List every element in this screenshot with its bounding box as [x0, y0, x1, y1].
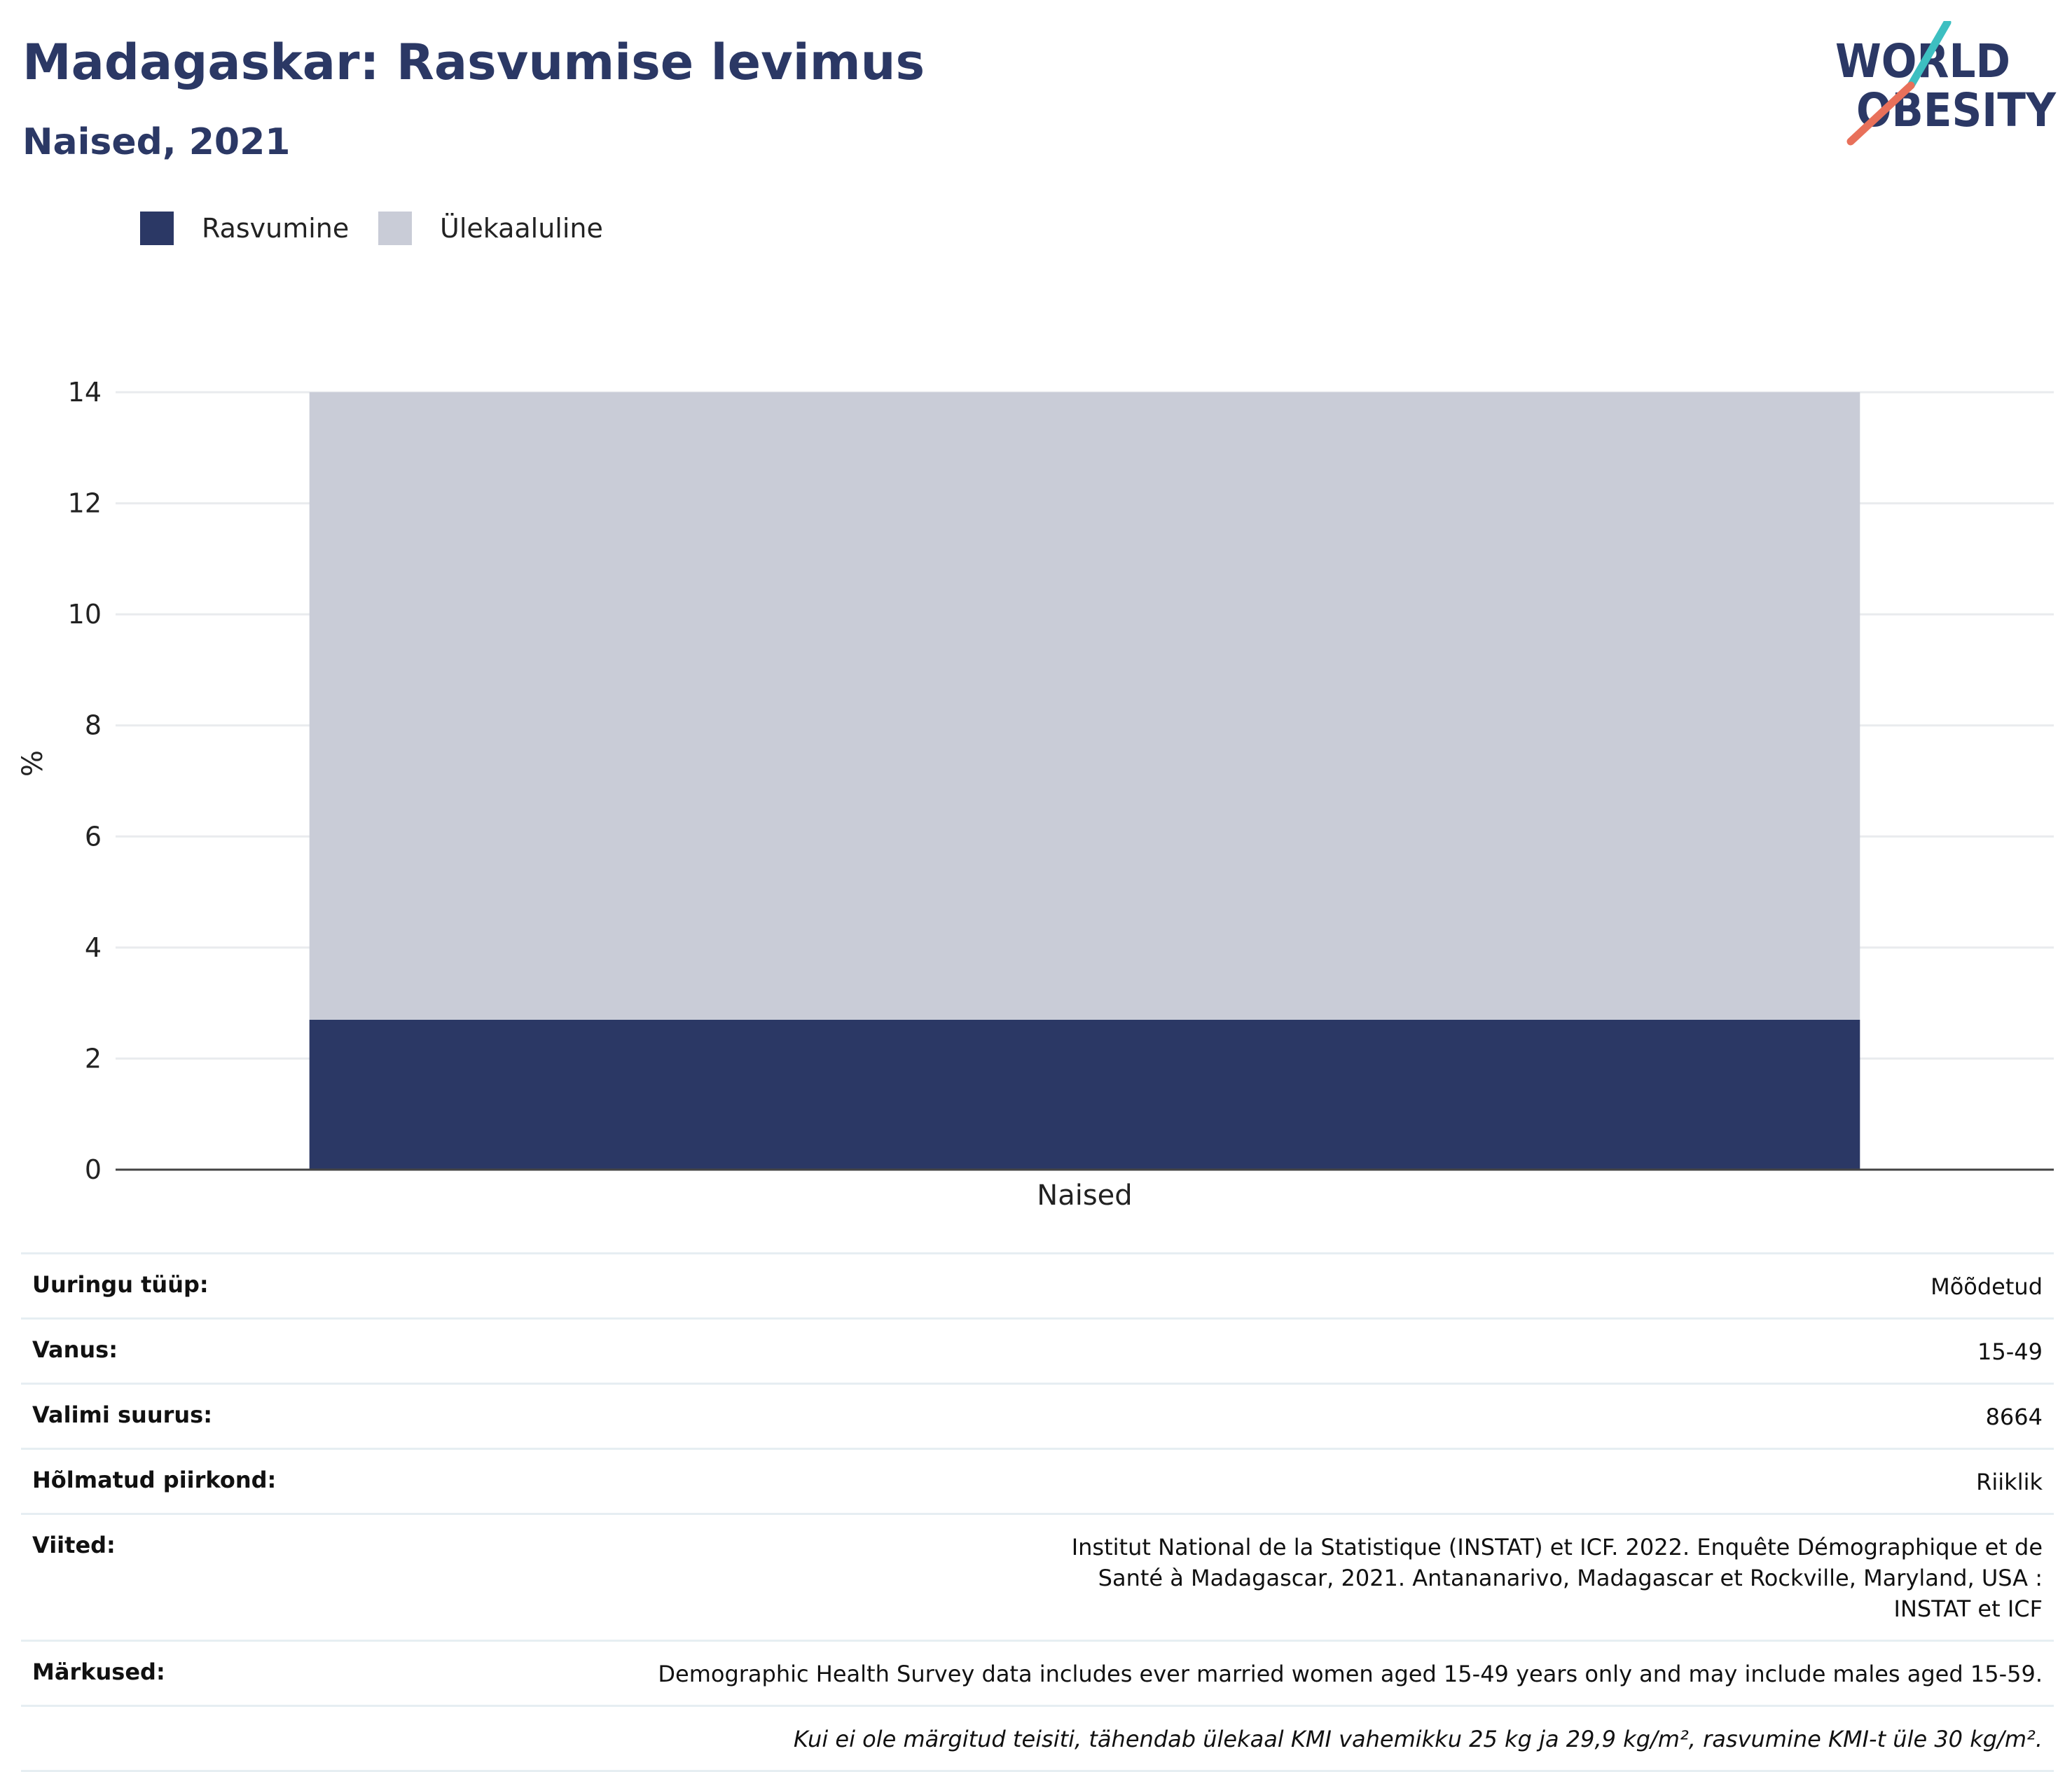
info-value: Demographic Health Survey data includes … — [464, 1640, 2054, 1706]
y-tick-label: 6 — [85, 821, 102, 852]
info-row-references: Viited: Institut National de la Statisti… — [21, 1513, 2054, 1641]
info-key: Hõlmatud piirkond: — [21, 1448, 464, 1514]
logo-slash-bottom — [1846, 81, 1915, 146]
legend-swatch-overweight — [378, 212, 412, 245]
y-tick-label: 8 — [85, 710, 102, 741]
y-tick-label: 2 — [85, 1043, 102, 1074]
info-key: Valimi suurus: — [21, 1383, 464, 1449]
y-tick-label: 14 — [68, 377, 102, 408]
page-subtitle: Naised, 2021 — [22, 121, 291, 163]
bar-segment-obesity[interactable] — [309, 1019, 1860, 1170]
info-value: Riiklik — [464, 1448, 2054, 1514]
bar-segment-overweight[interactable] — [309, 392, 1860, 1020]
page-title: Madagaskar: Rasvumise levimus — [22, 34, 925, 91]
footnote: Kui ei ole märgitud teisiti, tähendab ül… — [21, 1705, 2054, 1772]
info-row-sample-size: Valimi suurus: 8664 — [21, 1383, 2054, 1449]
info-row-area-covered: Hõlmatud piirkond: Riiklik — [21, 1448, 2054, 1514]
info-value: 15-49 — [464, 1317, 2054, 1384]
x-tick-labels: Naised — [1037, 1179, 1132, 1212]
y-tick-label: 12 — [68, 488, 102, 519]
info-row-survey-type: Uuringu tüüp: Mõõdetud — [21, 1252, 2054, 1319]
legend-item-obesity[interactable]: Rasvumine — [140, 207, 349, 249]
info-key: Vanus: — [21, 1317, 464, 1384]
y-tick-labels: 0 2 4 6 8 10 12 14 — [68, 377, 102, 1185]
info-key: Uuringu tüüp: — [21, 1252, 464, 1319]
legend-item-overweight[interactable]: Ülekaaluline — [378, 207, 603, 249]
x-tick-label: Naised — [1037, 1179, 1132, 1212]
bar-stack — [116, 392, 2054, 1171]
legend-swatch-obesity — [140, 212, 174, 245]
y-tick-label: 4 — [85, 932, 102, 963]
info-value: Institut National de la Statistique (INS… — [464, 1513, 2054, 1641]
info-key: Viited: — [21, 1513, 464, 1641]
survey-info-table: Uuringu tüüp: Mõõdetud Vanus: 15-49 Vali… — [21, 1252, 2054, 1772]
y-tick-label: 0 — [85, 1154, 102, 1185]
info-row-notes: Märkused: Demographic Health Survey data… — [21, 1640, 2054, 1706]
y-tick-label: 10 — [68, 599, 102, 630]
legend-label-overweight: Ülekaaluline — [440, 213, 603, 244]
info-row-footnote: Kui ei ole märgitud teisiti, tähendab ül… — [21, 1705, 2054, 1772]
stacked-bar-chart: 0 2 4 6 8 10 12 14 Naised % — [17, 377, 2054, 1212]
logo-slash-top — [1907, 21, 1952, 90]
legend-label-obesity: Rasvumine — [202, 213, 350, 244]
info-value: Mõõdetud — [464, 1252, 2054, 1319]
info-row-age: Vanus: 15-49 — [21, 1317, 2054, 1384]
y-axis-label: % — [17, 750, 49, 777]
info-value: 8664 — [464, 1383, 2054, 1449]
world-obesity-logo: WORLD OBESITY — [1835, 21, 2057, 146]
info-key: Märkused: — [21, 1640, 464, 1706]
